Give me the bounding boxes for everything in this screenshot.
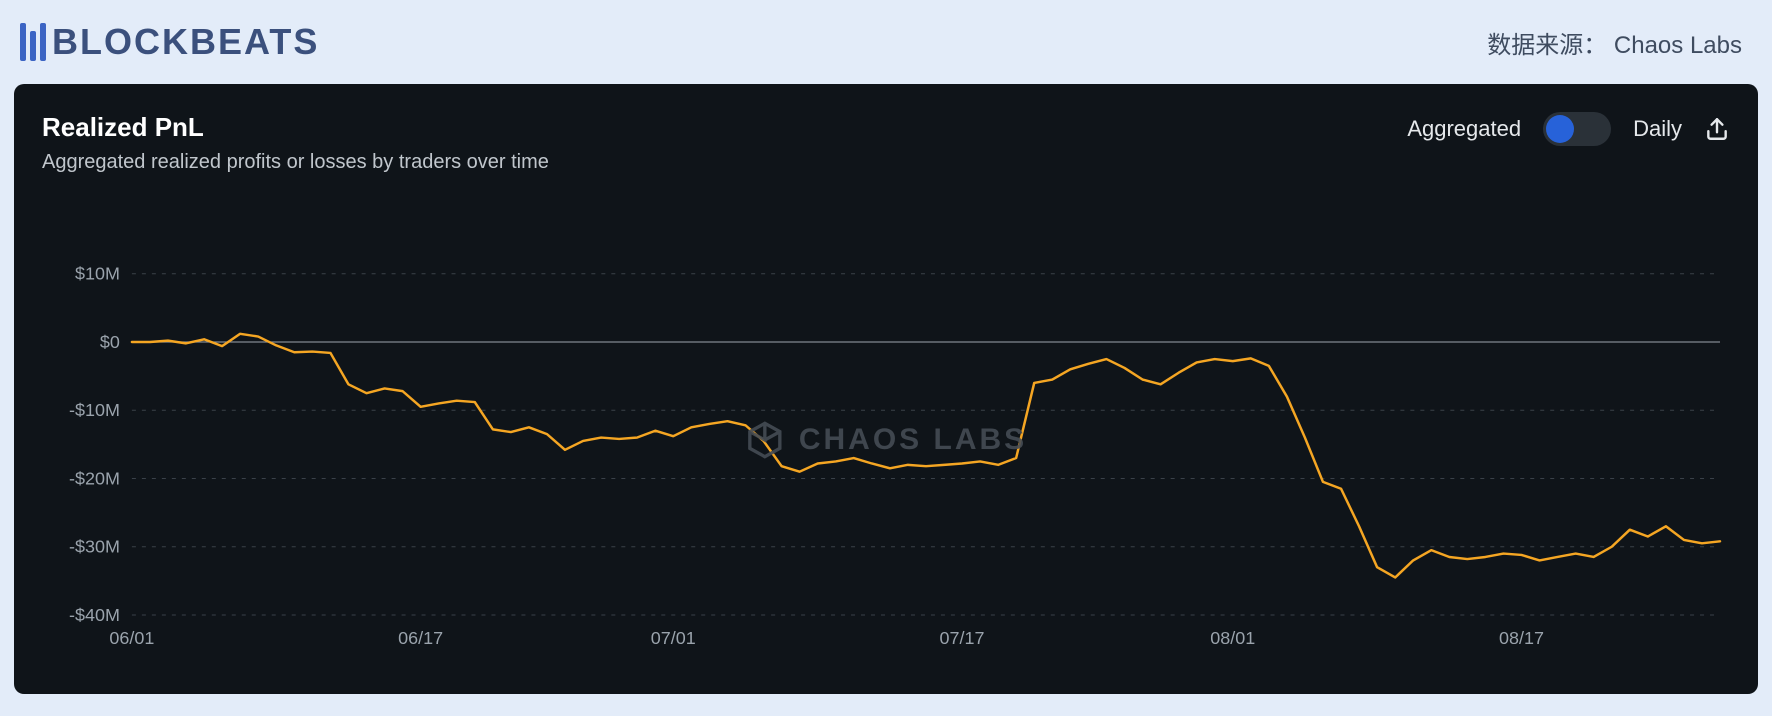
share-icon[interactable]: [1704, 116, 1730, 142]
chart-title: Realized PnL: [42, 112, 549, 143]
panel-header: Realized PnL Aggregated realized profits…: [42, 112, 1730, 174]
controls: Aggregated Daily: [1407, 112, 1730, 146]
x-axis-label: 06/01: [109, 628, 154, 648]
data-source: 数据来源： Chaos Labs: [1487, 25, 1742, 60]
source-label: 数据来源：: [1487, 32, 1607, 59]
chart-area: $10M $0 -$10M -$20M -$30M -$40M 06/01 06/17 07/0…: [42, 264, 1730, 654]
y-axis-label: -$30M: [69, 537, 120, 557]
logo-bars-icon: [20, 23, 46, 61]
titles: Realized PnL Aggregated realized profits…: [42, 112, 549, 174]
x-axis-label: 08/01: [1210, 628, 1255, 648]
y-axis-label: $0: [100, 332, 120, 352]
chart-panel: Realized PnL Aggregated realized profits…: [14, 84, 1758, 694]
toggle-label-daily[interactable]: Daily: [1633, 116, 1682, 142]
x-axis-label: 06/17: [398, 628, 443, 648]
pnl-series-line: [132, 334, 1720, 578]
toggle-label-aggregated[interactable]: Aggregated: [1407, 116, 1521, 142]
source-name: Chaos Labs: [1614, 32, 1742, 59]
y-axis-label: -$20M: [69, 469, 120, 489]
x-axis-label: 07/01: [651, 628, 696, 648]
y-axis-label: $10M: [75, 264, 120, 284]
chart-subtitle: Aggregated realized profits or losses by…: [42, 151, 549, 174]
logo-text: BLOCKBEATS: [52, 21, 319, 63]
header-bar: BLOCKBEATS 数据来源： Chaos Labs: [0, 0, 1772, 84]
y-axis-label: -$40M: [69, 605, 120, 625]
logo: BLOCKBEATS: [20, 21, 319, 63]
y-axis-label: -$10M: [69, 400, 120, 420]
view-toggle[interactable]: [1543, 112, 1611, 146]
chart-svg: $10M $0 -$10M -$20M -$30M -$40M 06/01 06/17 07/0…: [42, 264, 1730, 654]
x-axis-label: 08/17: [1499, 628, 1544, 648]
page: BLOCKBEATS 数据来源： Chaos Labs Realized PnL…: [0, 0, 1772, 716]
toggle-knob: [1546, 115, 1574, 143]
x-axis-label: 07/17: [940, 628, 985, 648]
